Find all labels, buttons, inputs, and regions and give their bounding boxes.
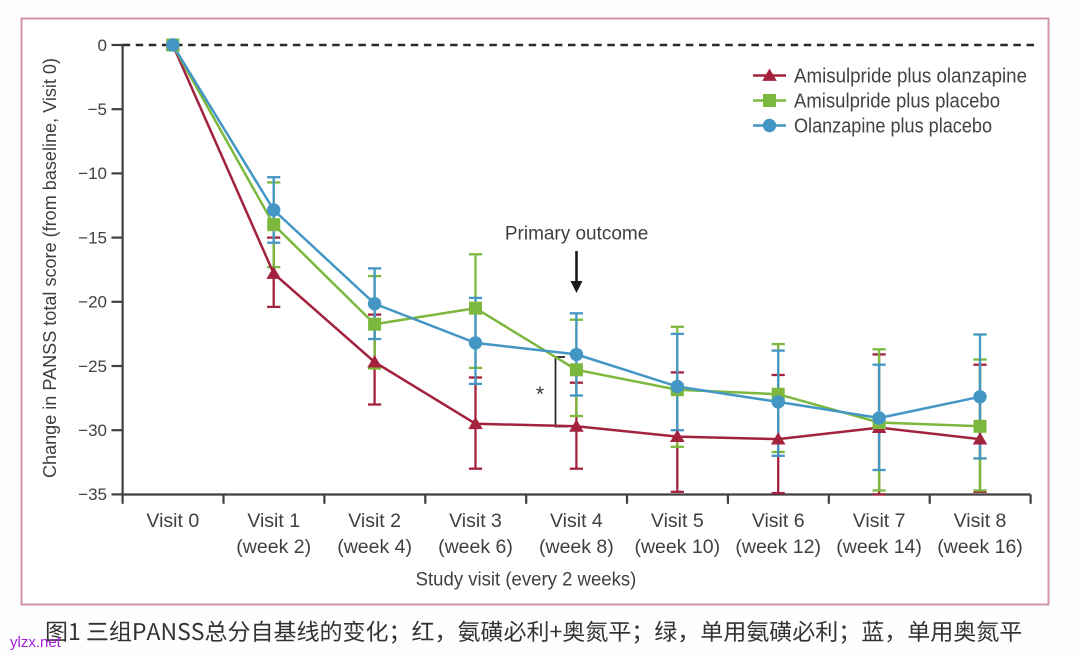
svg-text:Visit 6: Visit 6 <box>752 510 805 532</box>
svg-text:(week 6): (week 6) <box>438 536 513 558</box>
svg-text:(week 2): (week 2) <box>236 536 311 558</box>
svg-text:−25: −25 <box>78 357 107 376</box>
svg-text:−20: −20 <box>78 293 107 312</box>
svg-text:Study visit (every 2 weeks): Study visit (every 2 weeks) <box>416 569 637 591</box>
svg-text:Visit 1: Visit 1 <box>247 510 300 532</box>
svg-text:Olanzapine plus placebo: Olanzapine plus placebo <box>794 116 992 138</box>
svg-text:(week 14): (week 14) <box>836 536 922 558</box>
svg-text:Amisulpride plus placebo: Amisulpride plus placebo <box>794 91 1000 113</box>
svg-text:(week 12): (week 12) <box>735 536 821 558</box>
svg-text:0: 0 <box>98 36 107 55</box>
svg-text:(week 10): (week 10) <box>634 536 720 558</box>
svg-text:−15: −15 <box>78 228 107 247</box>
svg-text:Change in PANSS total score (f: Change in PANSS total score (from baseli… <box>40 58 60 478</box>
svg-text:Primary outcome: Primary outcome <box>505 224 648 245</box>
svg-text:−35: −35 <box>78 485 107 504</box>
svg-text:(week 4): (week 4) <box>337 536 412 558</box>
svg-text:Visit 0: Visit 0 <box>146 510 199 532</box>
svg-text:Visit 4: Visit 4 <box>550 510 603 532</box>
svg-text:−10: −10 <box>78 164 107 183</box>
svg-text:−30: −30 <box>78 421 107 440</box>
svg-text:(week 8): (week 8) <box>539 536 614 558</box>
svg-text:−5: −5 <box>88 100 107 119</box>
svg-text:ylzx.net: ylzx.net <box>10 634 62 651</box>
svg-text:(week 16): (week 16) <box>937 536 1023 558</box>
svg-text:Visit 8: Visit 8 <box>954 510 1007 532</box>
svg-text:Amisulpride plus olanzapine: Amisulpride plus olanzapine <box>794 66 1027 88</box>
svg-text:*: * <box>536 383 544 406</box>
svg-text:Visit 2: Visit 2 <box>348 510 401 532</box>
svg-text:Visit 5: Visit 5 <box>651 510 704 532</box>
svg-text:Visit 7: Visit 7 <box>853 510 906 532</box>
svg-text:Visit 3: Visit 3 <box>449 510 502 532</box>
